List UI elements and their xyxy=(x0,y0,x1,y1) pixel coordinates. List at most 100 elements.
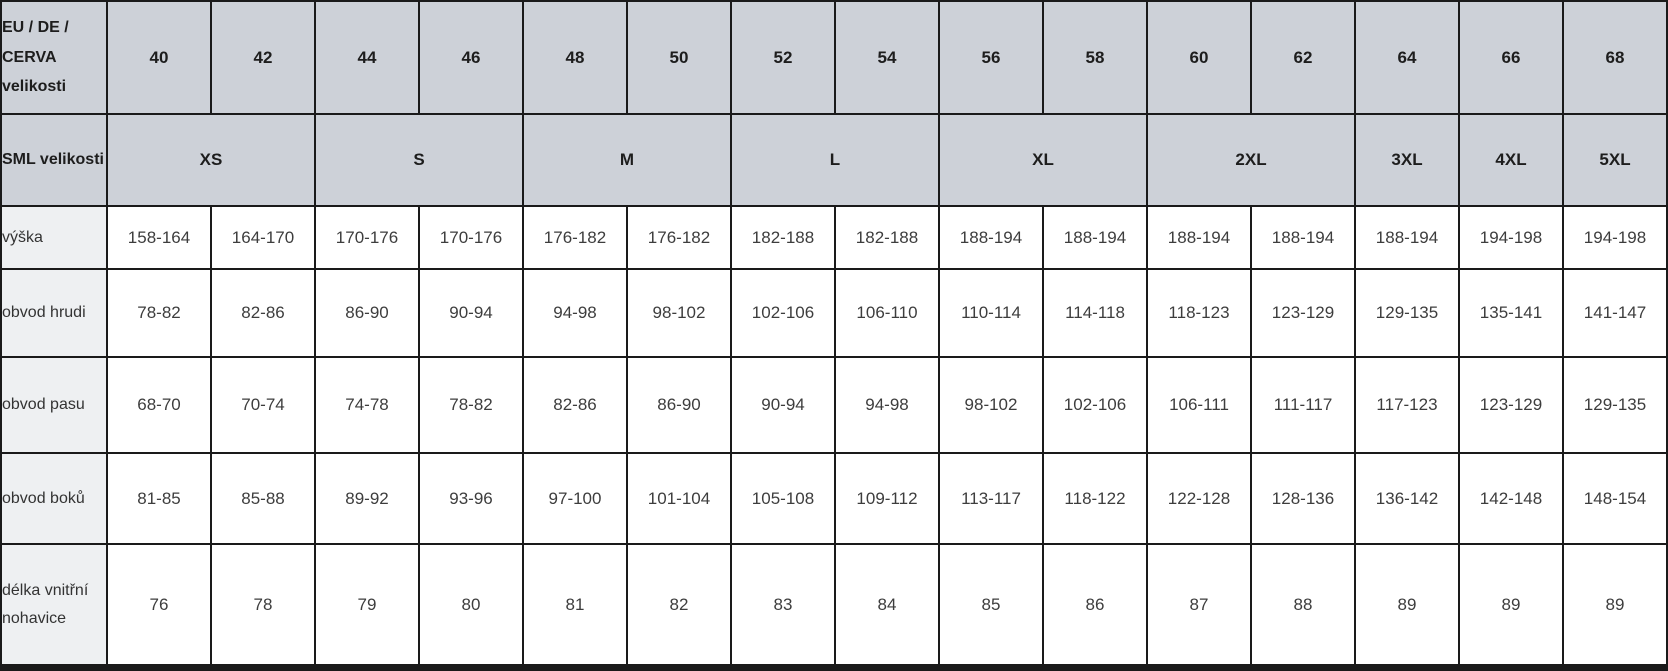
sml-sizes-row-label: SML velikosti xyxy=(0,113,108,207)
measurement-value-cell: 109-112 xyxy=(834,452,940,545)
sml-size-cell: L xyxy=(730,113,940,207)
measurement-value-cell: 129-135 xyxy=(1354,268,1460,358)
measurement-value-cell: 94-98 xyxy=(834,356,940,454)
measurement-value-cell: 188-194 xyxy=(1042,205,1148,270)
measurement-value-cell: 122-128 xyxy=(1146,452,1252,545)
size-chart-body: výška 158-164 164-170 170-176 170-176 176-182… xyxy=(0,205,1668,669)
measurement-value-cell: 135-141 xyxy=(1458,268,1564,358)
measurement-value-cell: 82 xyxy=(626,543,732,669)
measurement-value-cell: 82-86 xyxy=(522,356,628,454)
measurement-value-cell: 87 xyxy=(1146,543,1252,669)
measurement-value-cell: 188-194 xyxy=(1250,205,1356,270)
measurement-value-cell: 148-154 xyxy=(1562,452,1668,545)
measurement-value-cell: 86-90 xyxy=(626,356,732,454)
table-row: obvod hrudi 78-82 82-86 86-90 90-94 94-98 98-1… xyxy=(0,268,1668,358)
eu-sizes-row-label: EU / DE / CERVA velikosti xyxy=(0,0,108,115)
measurement-value-cell: 106-111 xyxy=(1146,356,1252,454)
measurement-value-cell: 89 xyxy=(1354,543,1460,669)
eu-size-cell: 50 xyxy=(626,0,732,115)
eu-size-cell: 60 xyxy=(1146,0,1252,115)
measurement-value-cell: 85-88 xyxy=(210,452,316,545)
measurement-value-cell: 93-96 xyxy=(418,452,524,545)
measurement-value-cell: 118-123 xyxy=(1146,268,1252,358)
measurement-value-cell: 90-94 xyxy=(730,356,836,454)
measurement-value-cell: 123-129 xyxy=(1250,268,1356,358)
measurement-value-cell: 170-176 xyxy=(314,205,420,270)
measurement-value-cell: 81-85 xyxy=(106,452,212,545)
measurement-row-label: délka vnitřní nohavice xyxy=(0,543,108,669)
eu-size-cell: 64 xyxy=(1354,0,1460,115)
sml-size-cell: S xyxy=(314,113,524,207)
measurement-value-cell: 83 xyxy=(730,543,836,669)
measurement-value-cell: 142-148 xyxy=(1458,452,1564,545)
eu-size-cell: 42 xyxy=(210,0,316,115)
eu-size-cell: 56 xyxy=(938,0,1044,115)
measurement-value-cell: 80 xyxy=(418,543,524,669)
measurement-value-cell: 111-117 xyxy=(1250,356,1356,454)
sml-size-cell: 2XL xyxy=(1146,113,1356,207)
eu-size-cell: 52 xyxy=(730,0,836,115)
measurement-value-cell: 84 xyxy=(834,543,940,669)
measurement-value-cell: 81 xyxy=(522,543,628,669)
measurement-row-label: obvod pasu xyxy=(0,356,108,454)
measurement-value-cell: 129-135 xyxy=(1562,356,1668,454)
eu-size-cell: 48 xyxy=(522,0,628,115)
measurement-value-cell: 102-106 xyxy=(730,268,836,358)
measurement-value-cell: 86 xyxy=(1042,543,1148,669)
measurement-value-cell: 90-94 xyxy=(418,268,524,358)
measurement-row-label: obvod hrudi xyxy=(0,268,108,358)
measurement-value-cell: 101-104 xyxy=(626,452,732,545)
measurement-value-cell: 188-194 xyxy=(1146,205,1252,270)
measurement-value-cell: 102-106 xyxy=(1042,356,1148,454)
measurement-value-cell: 114-118 xyxy=(1042,268,1148,358)
measurement-value-cell: 88 xyxy=(1250,543,1356,669)
measurement-value-cell: 86-90 xyxy=(314,268,420,358)
measurement-value-cell: 89-92 xyxy=(314,452,420,545)
measurement-value-cell: 158-164 xyxy=(106,205,212,270)
size-chart-header: EU / DE / CERVA velikosti 40 42 44 46 48 50 52 5… xyxy=(0,0,1668,207)
measurement-value-cell: 188-194 xyxy=(1354,205,1460,270)
measurement-value-cell: 70-74 xyxy=(210,356,316,454)
table-row: délka vnitřní nohavice 76 78 79 80 81 82 83 84 85… xyxy=(0,543,1668,669)
measurement-value-cell: 97-100 xyxy=(522,452,628,545)
header-row: EU / DE / CERVA velikosti 40 42 44 46 48 50 52 5… xyxy=(0,0,1668,115)
sml-size-cell: 3XL xyxy=(1354,113,1460,207)
sml-size-cell: XS xyxy=(106,113,316,207)
measurement-value-cell: 113-117 xyxy=(938,452,1044,545)
measurement-value-cell: 118-122 xyxy=(1042,452,1148,545)
measurement-value-cell: 78-82 xyxy=(106,268,212,358)
measurement-value-cell: 74-78 xyxy=(314,356,420,454)
measurement-value-cell: 89 xyxy=(1562,543,1668,669)
eu-size-cell: 54 xyxy=(834,0,940,115)
measurement-value-cell: 98-102 xyxy=(626,268,732,358)
measurement-value-cell: 188-194 xyxy=(938,205,1044,270)
table-row: výška 158-164 164-170 170-176 170-176 176-182… xyxy=(0,205,1668,270)
measurement-value-cell: 176-182 xyxy=(626,205,732,270)
measurement-value-cell: 79 xyxy=(314,543,420,669)
sml-size-cell: XL xyxy=(938,113,1148,207)
sml-size-cell: 4XL xyxy=(1458,113,1564,207)
eu-size-cell: 40 xyxy=(106,0,212,115)
measurement-value-cell: 141-147 xyxy=(1562,268,1668,358)
measurement-value-cell: 85 xyxy=(938,543,1044,669)
measurement-value-cell: 78 xyxy=(210,543,316,669)
measurement-value-cell: 182-188 xyxy=(834,205,940,270)
measurement-value-cell: 117-123 xyxy=(1354,356,1460,454)
table-row: obvod boků 81-85 85-88 89-92 93-96 97-100 101-… xyxy=(0,452,1668,545)
measurement-value-cell: 136-142 xyxy=(1354,452,1460,545)
eu-size-cell: 62 xyxy=(1250,0,1356,115)
measurement-value-cell: 98-102 xyxy=(938,356,1044,454)
measurement-row-label: obvod boků xyxy=(0,452,108,545)
eu-size-cell: 68 xyxy=(1562,0,1668,115)
measurement-value-cell: 170-176 xyxy=(418,205,524,270)
measurement-value-cell: 106-110 xyxy=(834,268,940,358)
measurement-value-cell: 110-114 xyxy=(938,268,1044,358)
measurement-value-cell: 164-170 xyxy=(210,205,316,270)
measurement-value-cell: 123-129 xyxy=(1458,356,1564,454)
measurement-row-label: výška xyxy=(0,205,108,270)
sml-size-cell: M xyxy=(522,113,732,207)
measurement-value-cell: 68-70 xyxy=(106,356,212,454)
measurement-value-cell: 128-136 xyxy=(1250,452,1356,545)
